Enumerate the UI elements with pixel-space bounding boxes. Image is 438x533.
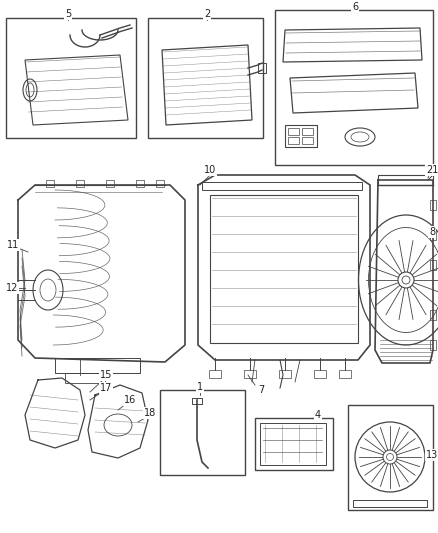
Bar xyxy=(430,230,436,240)
Bar xyxy=(430,340,436,350)
Bar xyxy=(46,180,54,187)
Bar xyxy=(65,373,105,383)
Bar xyxy=(106,180,114,187)
Bar xyxy=(156,180,164,187)
Text: 11: 11 xyxy=(7,240,19,250)
Bar xyxy=(378,175,433,185)
Bar xyxy=(202,182,362,190)
Bar xyxy=(348,405,433,510)
Bar xyxy=(6,18,136,138)
Bar xyxy=(192,398,202,404)
Bar xyxy=(260,423,326,465)
Bar xyxy=(288,137,299,144)
Text: 7: 7 xyxy=(258,385,264,395)
Bar xyxy=(258,63,266,73)
Text: 15: 15 xyxy=(100,370,112,380)
Text: 13: 13 xyxy=(426,450,438,460)
Text: 16: 16 xyxy=(124,395,136,405)
Bar xyxy=(285,125,317,147)
Bar xyxy=(302,128,313,135)
Bar xyxy=(288,128,299,135)
Text: 10: 10 xyxy=(204,165,216,175)
Text: 17: 17 xyxy=(100,383,112,393)
Text: 21: 21 xyxy=(426,165,438,175)
Bar xyxy=(302,137,313,144)
Bar xyxy=(279,370,291,378)
Text: 2: 2 xyxy=(204,9,210,19)
Text: 12: 12 xyxy=(6,283,18,293)
Ellipse shape xyxy=(398,272,414,288)
Ellipse shape xyxy=(383,450,397,464)
Text: 4: 4 xyxy=(315,410,321,420)
Bar xyxy=(275,10,433,165)
Bar xyxy=(148,18,263,138)
Bar xyxy=(430,310,436,320)
Bar xyxy=(244,370,256,378)
Text: 5: 5 xyxy=(65,9,71,19)
Bar xyxy=(353,500,427,507)
Bar xyxy=(430,200,436,210)
Bar xyxy=(136,180,144,187)
Bar xyxy=(209,370,221,378)
Text: 18: 18 xyxy=(144,408,156,418)
Bar xyxy=(314,370,326,378)
Text: 8: 8 xyxy=(429,227,435,237)
Text: 6: 6 xyxy=(352,2,358,12)
Bar xyxy=(160,390,245,475)
Bar xyxy=(55,358,140,373)
Bar xyxy=(76,180,84,187)
Bar xyxy=(339,370,351,378)
Bar xyxy=(255,418,333,470)
Bar xyxy=(430,260,436,270)
Text: 1: 1 xyxy=(197,382,203,392)
Bar xyxy=(210,195,358,343)
